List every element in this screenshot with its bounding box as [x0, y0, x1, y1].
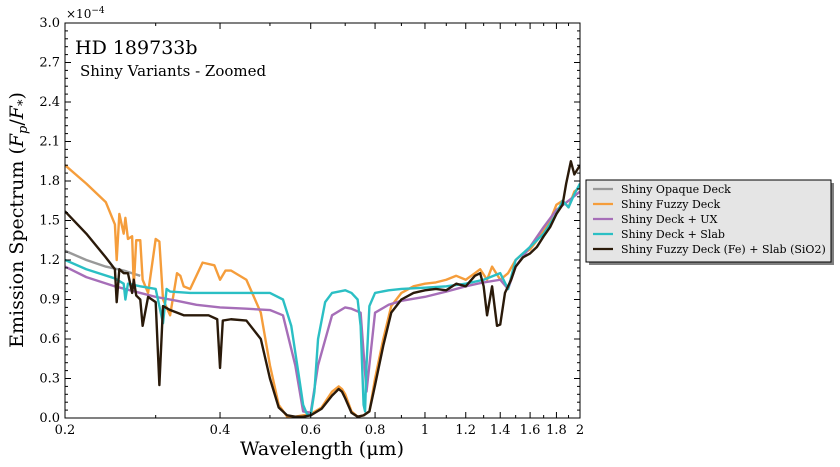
y-tick-label: 1.8: [39, 174, 60, 189]
y-tick-label: 1.2: [39, 253, 60, 268]
plot-frame: [64, 22, 581, 419]
y-tick-label: 3.0: [39, 16, 60, 31]
y-axis-title: Emission Spectrum (Fp/F*): [6, 92, 31, 348]
x-tick-label: 0.2: [55, 423, 76, 438]
x-tick-label: 1.2: [455, 423, 476, 438]
x-tick-label: 0.6: [300, 423, 321, 438]
legend-label: Shiny Fuzzy Deck: [621, 198, 720, 211]
y-axis-ticks: 0.0 0.3 0.6 0.9 1.2 1.5 1.8 2.1 2.4 2.7 3.0: [39, 16, 580, 426]
chart-title: HD 189733b: [75, 37, 198, 59]
y-axis-title-sub1: p: [16, 125, 31, 134]
y-axis-title-f2: F: [6, 105, 28, 120]
x-tick-label: 1.4: [490, 423, 511, 438]
x-axis-title: Wavelength (μm): [240, 438, 404, 460]
y-axis-title-slash: /: [6, 119, 28, 126]
x-tick-label: 1.6: [520, 423, 541, 438]
series-line-1: [65, 249, 141, 277]
y-tick-label: 1.5: [39, 214, 60, 229]
series-line-4: [65, 183, 580, 417]
y-tick-label: 0.6: [39, 332, 60, 347]
legend-items: Shiny Opaque Deck Shiny Fuzzy Deck Shiny D…: [593, 183, 826, 256]
y-multiplier-base: ×10: [66, 7, 91, 21]
x-tick-label: 1: [421, 423, 429, 438]
x-tick-label: 1.8: [546, 423, 567, 438]
series-layer: [65, 160, 580, 418]
y-axis-title-f1: F: [6, 133, 28, 148]
legend-label: Shiny Opaque Deck: [621, 183, 731, 196]
x-tick-label: 0.4: [210, 423, 231, 438]
legend-label: Shiny Deck + UX: [621, 213, 718, 226]
legend-label: Shiny Fuzzy Deck (Fe) + Slab (SiO2): [621, 243, 826, 256]
y-tick-label: 0.9: [39, 293, 60, 308]
y-multiplier-exponent: −4: [91, 6, 105, 16]
x-tick-label: 2: [576, 423, 584, 438]
y-multiplier-label: ×10−4: [66, 6, 105, 21]
legend: Shiny Opaque Deck Shiny Fuzzy Deck Shiny D…: [585, 179, 834, 265]
plot-area: 0.2 0.4 0.6 0.8 1 1.2 1.4 1.6 1.8 2 0.0 0.3 0.6 0.9 1…: [39, 16, 584, 438]
y-tick-label: 2.4: [39, 95, 60, 110]
legend-box: [585, 179, 832, 263]
chart-subtitle: Shiny Variants - Zoomed: [80, 62, 267, 80]
x-tick-label: 0.8: [365, 423, 386, 438]
y-tick-label: 0.0: [39, 411, 60, 426]
x-axis-ticks: 0.2 0.4 0.6 0.8 1 1.2 1.4 1.6 1.8 2: [55, 23, 584, 438]
y-tick-label: 0.3: [39, 372, 60, 387]
y-axis-title-close: ): [6, 92, 28, 99]
series-line-5: [65, 160, 580, 418]
y-tick-label: 2.1: [39, 135, 60, 150]
y-tick-label: 2.7: [39, 56, 60, 71]
series-line-2: [65, 164, 580, 418]
y-axis-title-main: Emission Spectrum (: [6, 147, 28, 348]
y-axis-title-sub2: *: [16, 99, 31, 106]
legend-label: Shiny Deck + Slab: [621, 228, 725, 241]
